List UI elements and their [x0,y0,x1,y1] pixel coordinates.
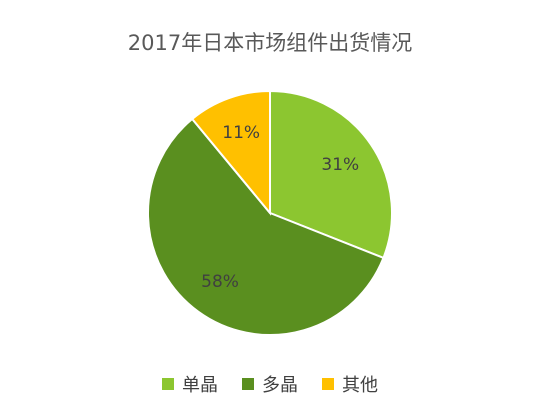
pie-slice-mono [269,89,393,260]
pie-slice-other [190,89,271,216]
legend-label-mono: 单晶 [182,375,218,396]
legend-swatch-other [322,378,334,390]
legend-item-mono: 单晶 [162,371,218,397]
legend-swatch-poly [242,378,254,390]
pie-label-mono: 31% [321,155,359,175]
pie-label-poly: 58% [201,272,239,292]
legend-label-poly: 多晶 [262,375,298,396]
legend-swatch-mono [162,378,174,390]
legend-label-other: 其他 [342,375,378,396]
legend-item-other: 其他 [322,371,378,397]
pie-slice-poly [147,117,385,337]
pie-label-other: 11% [222,123,260,143]
legend-item-poly: 多晶 [242,371,298,397]
chart-title: 2017年日本市场组件出货情况 [127,31,413,55]
chart-legend: 单晶 多晶 其他 [0,371,540,397]
